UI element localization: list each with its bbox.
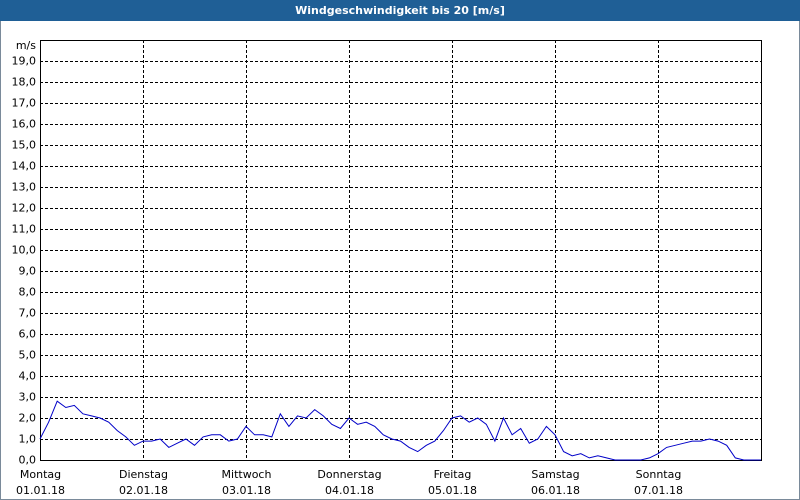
x-tick-label: Donnerstag: [317, 468, 381, 481]
x-tick-date: 05.01.18: [428, 484, 477, 497]
x-tick-label: Mittwoch: [222, 468, 272, 481]
x-tick-date: 06.01.18: [531, 484, 580, 497]
y-tick-label: 13,0: [12, 181, 37, 194]
title-bar: [0, 0, 800, 21]
y-axis-label: m/s: [16, 39, 36, 52]
x-tick-label: Freitag: [434, 468, 472, 481]
y-tick-label: 18,0: [12, 76, 37, 89]
y-tick-label: 1,0: [19, 433, 37, 446]
y-tick-label: 15,0: [12, 139, 37, 152]
x-tick-label: Dienstag: [119, 468, 168, 481]
x-tick-date: 07.01.18: [634, 484, 683, 497]
y-tick-label: 4,0: [19, 370, 37, 383]
y-tick-label: 14,0: [12, 160, 37, 173]
y-tick-label: 10,0: [12, 244, 37, 257]
y-tick-label: 6,0: [19, 328, 37, 341]
y-tick-label: 11,0: [12, 223, 37, 236]
y-tick-label: 19,0: [12, 55, 37, 68]
x-tick-date: 04.01.18: [325, 484, 374, 497]
y-tick-label: 12,0: [12, 202, 37, 215]
y-tick-label: 0,0: [19, 454, 37, 467]
y-tick-label: 7,0: [19, 307, 37, 320]
y-tick-label: 2,0: [19, 412, 37, 425]
x-tick-date: 01.01.18: [16, 484, 65, 497]
y-tick-label: 17,0: [12, 97, 37, 110]
x-tick-date: 02.01.18: [119, 484, 168, 497]
chart-title: Windgeschwindigkeit bis 20 [m/s]: [295, 4, 505, 17]
y-tick-label: 16,0: [12, 118, 37, 131]
x-tick-label: Sonntag: [636, 468, 682, 481]
y-tick-label: 3,0: [19, 391, 37, 404]
y-tick-label: 5,0: [19, 349, 37, 362]
wind-line: [39, 400, 761, 461]
y-tick-label: 9,0: [19, 265, 37, 278]
x-tick-date: 03.01.18: [222, 484, 271, 497]
x-tick-label: Samstag: [531, 468, 579, 481]
x-tick-label: Montag: [20, 468, 61, 481]
y-tick-label: 8,0: [19, 286, 37, 299]
